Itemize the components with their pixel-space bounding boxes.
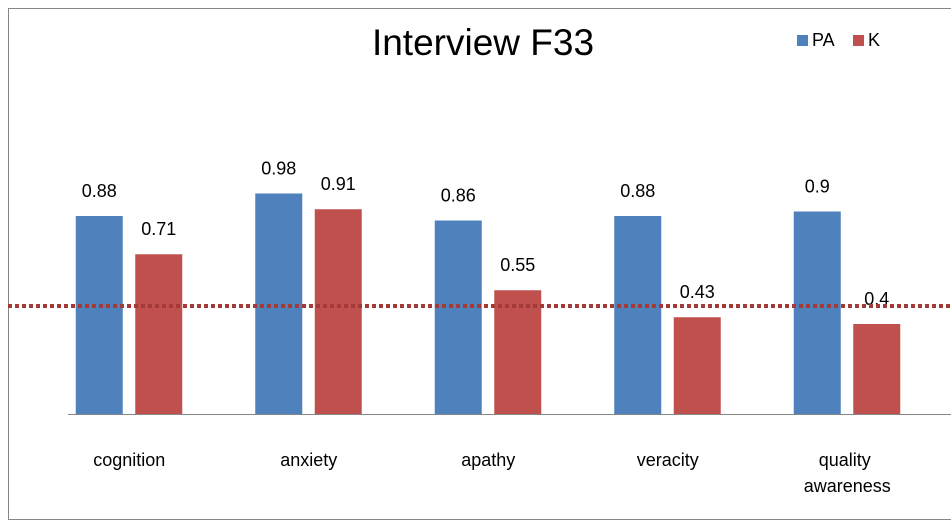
bar bbox=[314, 209, 362, 414]
x-tick-label: apathy bbox=[461, 450, 515, 470]
legend-label: K bbox=[868, 30, 880, 50]
bar bbox=[793, 211, 841, 414]
bar bbox=[853, 324, 901, 414]
data-label: 0.55 bbox=[500, 255, 535, 275]
bar bbox=[75, 216, 123, 414]
legend-swatch bbox=[797, 35, 808, 46]
legend-swatch bbox=[853, 35, 864, 46]
data-label: 0.4 bbox=[864, 289, 889, 309]
x-tick-label: cognition bbox=[93, 450, 165, 470]
data-label: 0.86 bbox=[441, 185, 476, 205]
bar bbox=[673, 317, 721, 414]
x-tick-label: quality awareness bbox=[804, 450, 891, 496]
data-label: 0.88 bbox=[82, 181, 117, 201]
data-label: 0.9 bbox=[805, 176, 830, 196]
bar bbox=[494, 290, 542, 414]
data-label: 0.71 bbox=[141, 219, 176, 239]
bar bbox=[255, 193, 303, 414]
bar bbox=[434, 220, 482, 414]
bar bbox=[614, 216, 662, 414]
data-label: 0.91 bbox=[321, 174, 356, 194]
data-label: 0.88 bbox=[620, 181, 655, 201]
x-tick-label: anxiety bbox=[280, 450, 337, 470]
data-label: 0.98 bbox=[261, 158, 296, 178]
bar bbox=[135, 254, 183, 414]
x-tick-label: veracity bbox=[637, 450, 699, 470]
legend-label: PA bbox=[812, 30, 835, 50]
chart-title: Interview F33 bbox=[372, 22, 594, 63]
data-label: 0.43 bbox=[680, 282, 715, 302]
